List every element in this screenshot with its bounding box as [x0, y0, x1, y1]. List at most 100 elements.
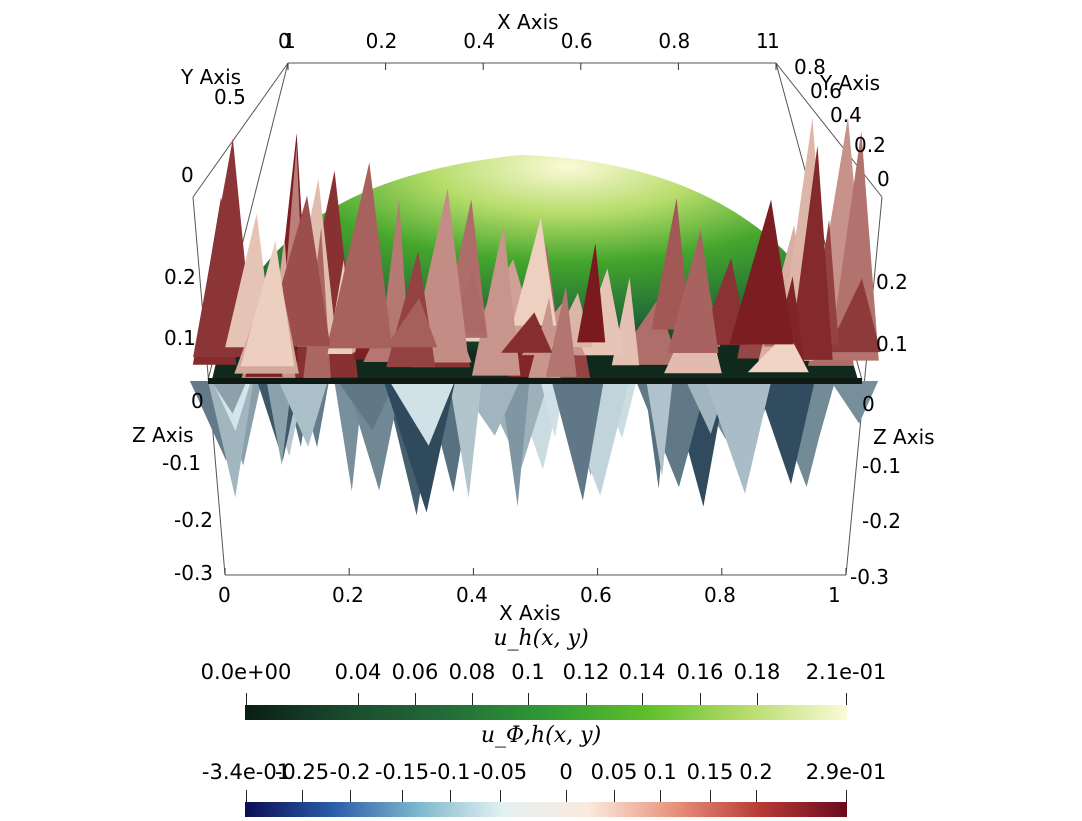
y-right-tick-label: 0.6 [810, 79, 842, 103]
y-right-tick-label: 1 [767, 29, 780, 53]
z-right-tick-label: 0.2 [876, 270, 908, 294]
uphi-negative-spike [449, 381, 482, 498]
z-right-tick-label: 0.1 [876, 332, 908, 356]
colorbar-tick-label: 0.0e+00 [200, 660, 292, 684]
colorbar-tick-label: 0 [559, 760, 573, 784]
uphi-positive-spike [385, 298, 438, 348]
uphi-positive-spike [826, 278, 881, 353]
z-left-tick-label: 0.2 [164, 265, 196, 289]
colorbar-tick-mark [757, 693, 758, 705]
uphi-negative-spike [278, 381, 328, 447]
colorbar-tick-label: 0.04 [334, 660, 382, 684]
colorbar-tick-mark [700, 693, 701, 705]
z-axis-title-right: Z Axis [873, 425, 935, 449]
y-right-tick-label: 0.2 [854, 133, 886, 157]
uphi-negative-spike [830, 381, 879, 424]
x-top-tick-label: 1 [756, 29, 769, 53]
colorbar-tick-label: 2.1e-01 [805, 660, 887, 684]
colorbar-tick-label: 0.2 [739, 760, 773, 784]
colorbar-tick-mark [566, 790, 567, 802]
uphi-positive-spike [545, 286, 577, 377]
colorbar-tick-mark [528, 693, 529, 705]
colorbar-uphi [245, 802, 847, 817]
colorbar-tick-mark [846, 693, 847, 705]
colorbar-tick-mark [450, 790, 451, 802]
z-right-tick-label: -0.1 [862, 454, 902, 478]
uphi-positive-spike [747, 331, 809, 373]
colorbar-tick-label: -0.05 [472, 760, 528, 784]
x-bottom-tick-label: 0.6 [580, 583, 612, 607]
x-axis-title-bottom: X Axis [499, 601, 561, 625]
colorbar-tick-mark [500, 790, 501, 802]
colorbar-tick-mark [660, 790, 661, 802]
uphi-negative-spike [337, 381, 396, 431]
colorbar-tick-mark [614, 790, 615, 802]
colorbar-uphi-title: u_Φ,h(x, y) [480, 723, 602, 748]
colorbar-tick-label: 2.9e-01 [805, 760, 887, 784]
y-left-tick-label: 0 [181, 163, 194, 187]
uphi-positive-spike [240, 240, 295, 367]
z-axis-title-left: Z Axis [132, 423, 194, 447]
x-bottom-tick-label: 0 [218, 583, 231, 607]
colorbar-tick-label: 0.06 [391, 660, 439, 684]
colorbar-tick-label: -0.25 [274, 760, 330, 784]
z-left-tick-label: -0.3 [174, 561, 214, 585]
colorbar-tick-label: -0.1 [429, 760, 471, 784]
uphi-positive-spike [501, 312, 553, 353]
colorbar-uphi-tick-labels: -3.4e-01 -0.25 -0.2 -0.15 -0.1 -0.05 0 0.05 0.1 0… [0, 760, 1082, 786]
axes-box-edge [192, 62, 289, 198]
colorbar-tick-label: 0.18 [733, 660, 781, 684]
colorbar-tick-mark [350, 790, 351, 802]
y-left-tick-label: 1 [283, 29, 296, 53]
uphi-negative-spike [207, 381, 254, 498]
colorbar-tick-label: -0.15 [374, 760, 430, 784]
colorbar-tick-mark [415, 693, 416, 705]
y-axis-title-left: Y Axis [181, 65, 242, 89]
x-bottom-tick-label: 0.4 [456, 583, 488, 607]
uphi-positive-spike [577, 243, 606, 343]
x-top-tick-label: 0.6 [560, 29, 593, 53]
colorbar-tick-label: 0.05 [590, 760, 638, 784]
colorbar-tick-label: 0.1 [511, 660, 545, 684]
colorbar-tick-label: -3.4e-01 [201, 760, 291, 784]
z-right-tick-label: -0.3 [850, 565, 890, 589]
colorbar-tick-mark [472, 693, 473, 705]
colorbar-tick-mark [246, 693, 247, 705]
x-bottom-tick-label: 1 [828, 583, 841, 607]
x-top-tick-label: 0.4 [463, 29, 495, 53]
colorbar-tick-label: 0.14 [618, 660, 666, 684]
y-axis-title-right: Y Axis [820, 71, 881, 95]
colorbar-tick-mark [358, 693, 359, 705]
uphi-negative-spike [755, 381, 815, 485]
axis-ticks [224, 63, 847, 575]
x-top-tick-label: 0.2 [365, 29, 398, 53]
z-left-tick-label: -0.1 [162, 451, 202, 475]
colorbar-tick-label: -0.2 [329, 760, 371, 784]
x-top-tick-label: 0.8 [658, 29, 691, 53]
colorbar-uh [245, 705, 847, 720]
colorbar-uh-tick-labels: 0.0e+00 0.04 0.06 0.08 0.1 0.12 0.14 0.16 0.18 2.… [0, 660, 1082, 686]
uphi-positive-spike [789, 145, 833, 360]
z-left-tick-label: 0 [191, 389, 204, 413]
y-left-tick-label: 0.5 [214, 85, 246, 109]
y-right-tick-label: 0 [877, 167, 890, 191]
colorbar-tick-mark [710, 790, 711, 802]
uphi-negative-spike [266, 381, 292, 466]
uphi-negative-spikes [189, 381, 879, 516]
colorbar-tick-mark [402, 790, 403, 802]
uphi-negative-spike [705, 381, 772, 494]
colorbar-tick-mark [246, 790, 247, 802]
uphi-positive-spike [667, 229, 719, 353]
y-right-tick-label: 0.8 [794, 55, 826, 79]
uphi-negative-spike [500, 381, 530, 507]
uphi-positive-spike [651, 198, 691, 330]
uphi-positive-spikes [192, 117, 881, 380]
colorbar-tick-label: 0.15 [686, 760, 734, 784]
z-left-tick-label: -0.2 [174, 508, 214, 532]
x-axis-title-top: X Axis [497, 10, 559, 34]
uphi-negative-spike [646, 381, 673, 477]
x-top-tick-label: 0 [278, 29, 291, 53]
colorbar-uh-title: u_h(x, y) [493, 626, 589, 651]
uphi-negative-spike [211, 381, 247, 414]
